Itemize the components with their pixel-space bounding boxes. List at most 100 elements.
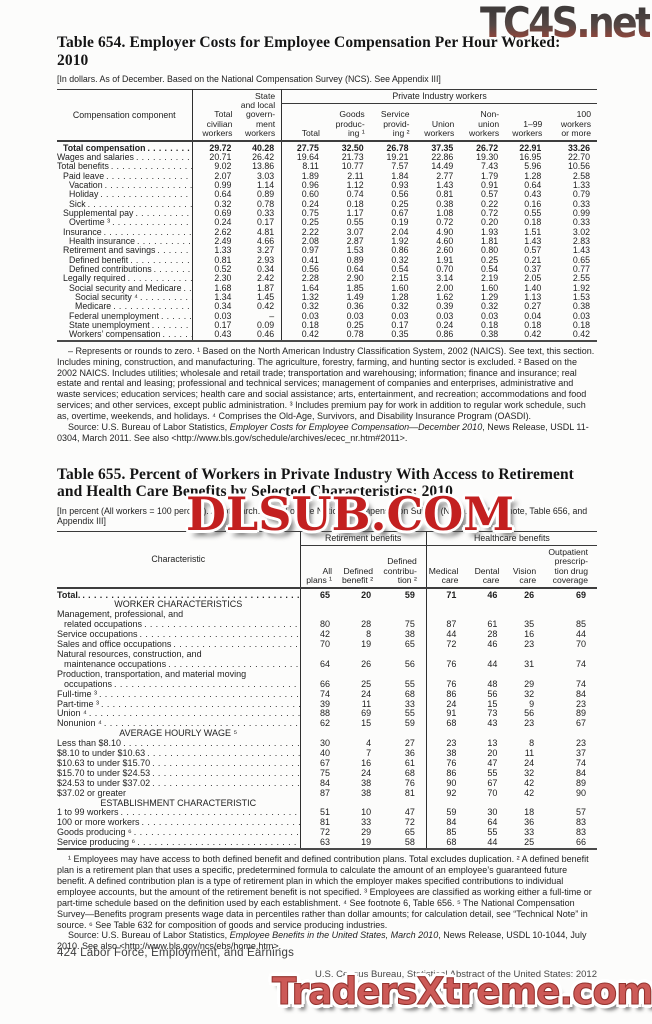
table-cell: 25 [524,837,535,848]
table-cell: 87 [299,788,342,799]
table-cell: 0.36 [346,301,364,312]
table-cell: 2.60 [436,245,454,256]
table-cell: 2.49 [191,236,239,247]
table-cell: 1.53 [346,245,364,256]
column-header-medical-care: Medical care [425,545,468,589]
table-cell: 2.58 [572,170,590,181]
table-row-label: $8.10 to under $10.63 [57,749,300,759]
table-cell: 68 [425,718,468,730]
table-row-label: $37.02 or greater [57,788,127,798]
table-cell: 74 [299,689,342,700]
table-cell: 1.28 [391,292,409,303]
table-cell: 24 [361,767,372,778]
table-cell: 0.43 [524,189,542,200]
column-header-union-workers: Union workers [415,103,461,142]
table-cell: 0.41 [281,255,326,265]
table-row-label: Less than $8.10 [57,739,300,749]
empty-cell [341,600,382,610]
table-cell: 38 [404,629,415,640]
table-cell: 66 [299,669,342,690]
table-654-footnotes: – Represents or rounds to zero. ¹ Based … [57,346,597,444]
table-row-label: Paid leave [57,172,192,181]
table-cell: 85 [575,619,586,630]
table-cell: 0.18 [346,198,364,209]
table-cell: 4.60 [436,235,454,246]
table-row-label: Natural resources, construction, and main… [57,650,300,670]
table-cell: 0.25 [481,254,499,265]
table-row-label: Medicare [57,302,192,311]
table-cell: 37 [575,748,586,759]
table-cell: 16.95 [519,151,542,162]
table-655-section: Table 655. Percent of Workers in Private… [57,466,597,952]
table-cell: 2.22 [281,227,326,237]
table-cell: 0.54 [481,264,499,274]
table-cell: 22.70 [567,151,590,162]
table-cell: 33 [404,698,415,709]
table-cell: 67 [487,777,498,788]
table-cell: 28 [487,629,498,640]
table-cell: 0.64 [191,189,239,200]
table-cell: 0.89 [257,189,275,200]
table-cell: 1.62 [436,292,454,303]
table-cell: 2.04 [391,226,409,237]
table-cell: 11 [524,748,535,759]
table-cell: 32 [524,767,535,778]
table-cell: 81 [404,787,415,798]
table-cell: 68 [404,767,415,778]
table-cell: 1.14 [257,179,275,190]
table-cell: 80 [299,610,342,631]
table-cell: 1.12 [346,179,364,190]
table-cell: 0.21 [524,254,542,265]
table-cell: 14.49 [431,161,454,172]
table-cell: 0.32 [191,199,239,209]
column-header-defined-contribution: Defined contribu- tion ² [382,545,427,589]
table-cell: 76 [425,669,468,690]
table-cell: 1.08 [436,207,454,218]
table-cell: 72 [425,639,468,650]
column-header-outpatient-rx-coverage: Outpatient prescrip- tion drug coverage [545,545,597,589]
table-cell: 20.71 [191,152,239,163]
table-cell: 84 [575,767,586,778]
table-cell: 38 [361,777,372,788]
table-cell: 0.46 [257,329,275,340]
table-cell: 23 [575,738,586,749]
table-cell: 0.42 [281,330,326,341]
table-cell: 26.42 [252,151,275,162]
table-cell: 55 [487,827,498,838]
column-header-service-providing: Service provid- ing ² [370,103,416,142]
table-cell: 0.32 [391,254,409,265]
table-cell: 66 [575,837,586,848]
table-cell: 69 [361,708,372,719]
empty-cell [545,799,597,809]
column-header-goods-producing: Goods produc- ing ¹ [325,103,371,142]
table-cell: 22.91 [519,142,542,153]
table-cell: 61 [404,757,415,768]
table-cell: 31 [524,658,535,669]
table-cell: 1.93 [481,226,499,237]
table-cell: 0.60 [281,189,326,200]
table-cell: 65 [404,827,415,838]
empty-cell [425,729,468,740]
table-654-section: Table 654. Employer Costs for Employee C… [57,34,597,444]
table-cell: 71 [425,587,468,601]
table-cell: 0.20 [481,217,499,228]
table-cell: 55 [487,767,498,778]
column-header-vision-care: Vision care [508,545,546,589]
table-cell: 0.56 [281,264,326,275]
table-cell: 1.33 [191,245,239,256]
table-row-label: Overtime ³ [57,218,192,227]
table-cell: 47 [487,757,498,768]
table-cell: 0.80 [481,245,499,256]
table-section-heading: WORKER CHARACTERISTICS [114,600,243,610]
table-cell: 2.55 [572,273,590,284]
table-cell: 10.77 [341,161,364,172]
table-cell: 0.18 [524,217,542,228]
table-cell: 0.93 [391,179,409,190]
table-cell: 1.81 [481,235,499,246]
table-row-label: 1 to 99 workers [57,808,300,818]
table-cell: 0.32 [481,301,499,312]
table-cell: 1.43 [436,179,454,190]
table-cell: 2.28 [281,273,326,284]
table-cell: 23 [425,738,468,750]
